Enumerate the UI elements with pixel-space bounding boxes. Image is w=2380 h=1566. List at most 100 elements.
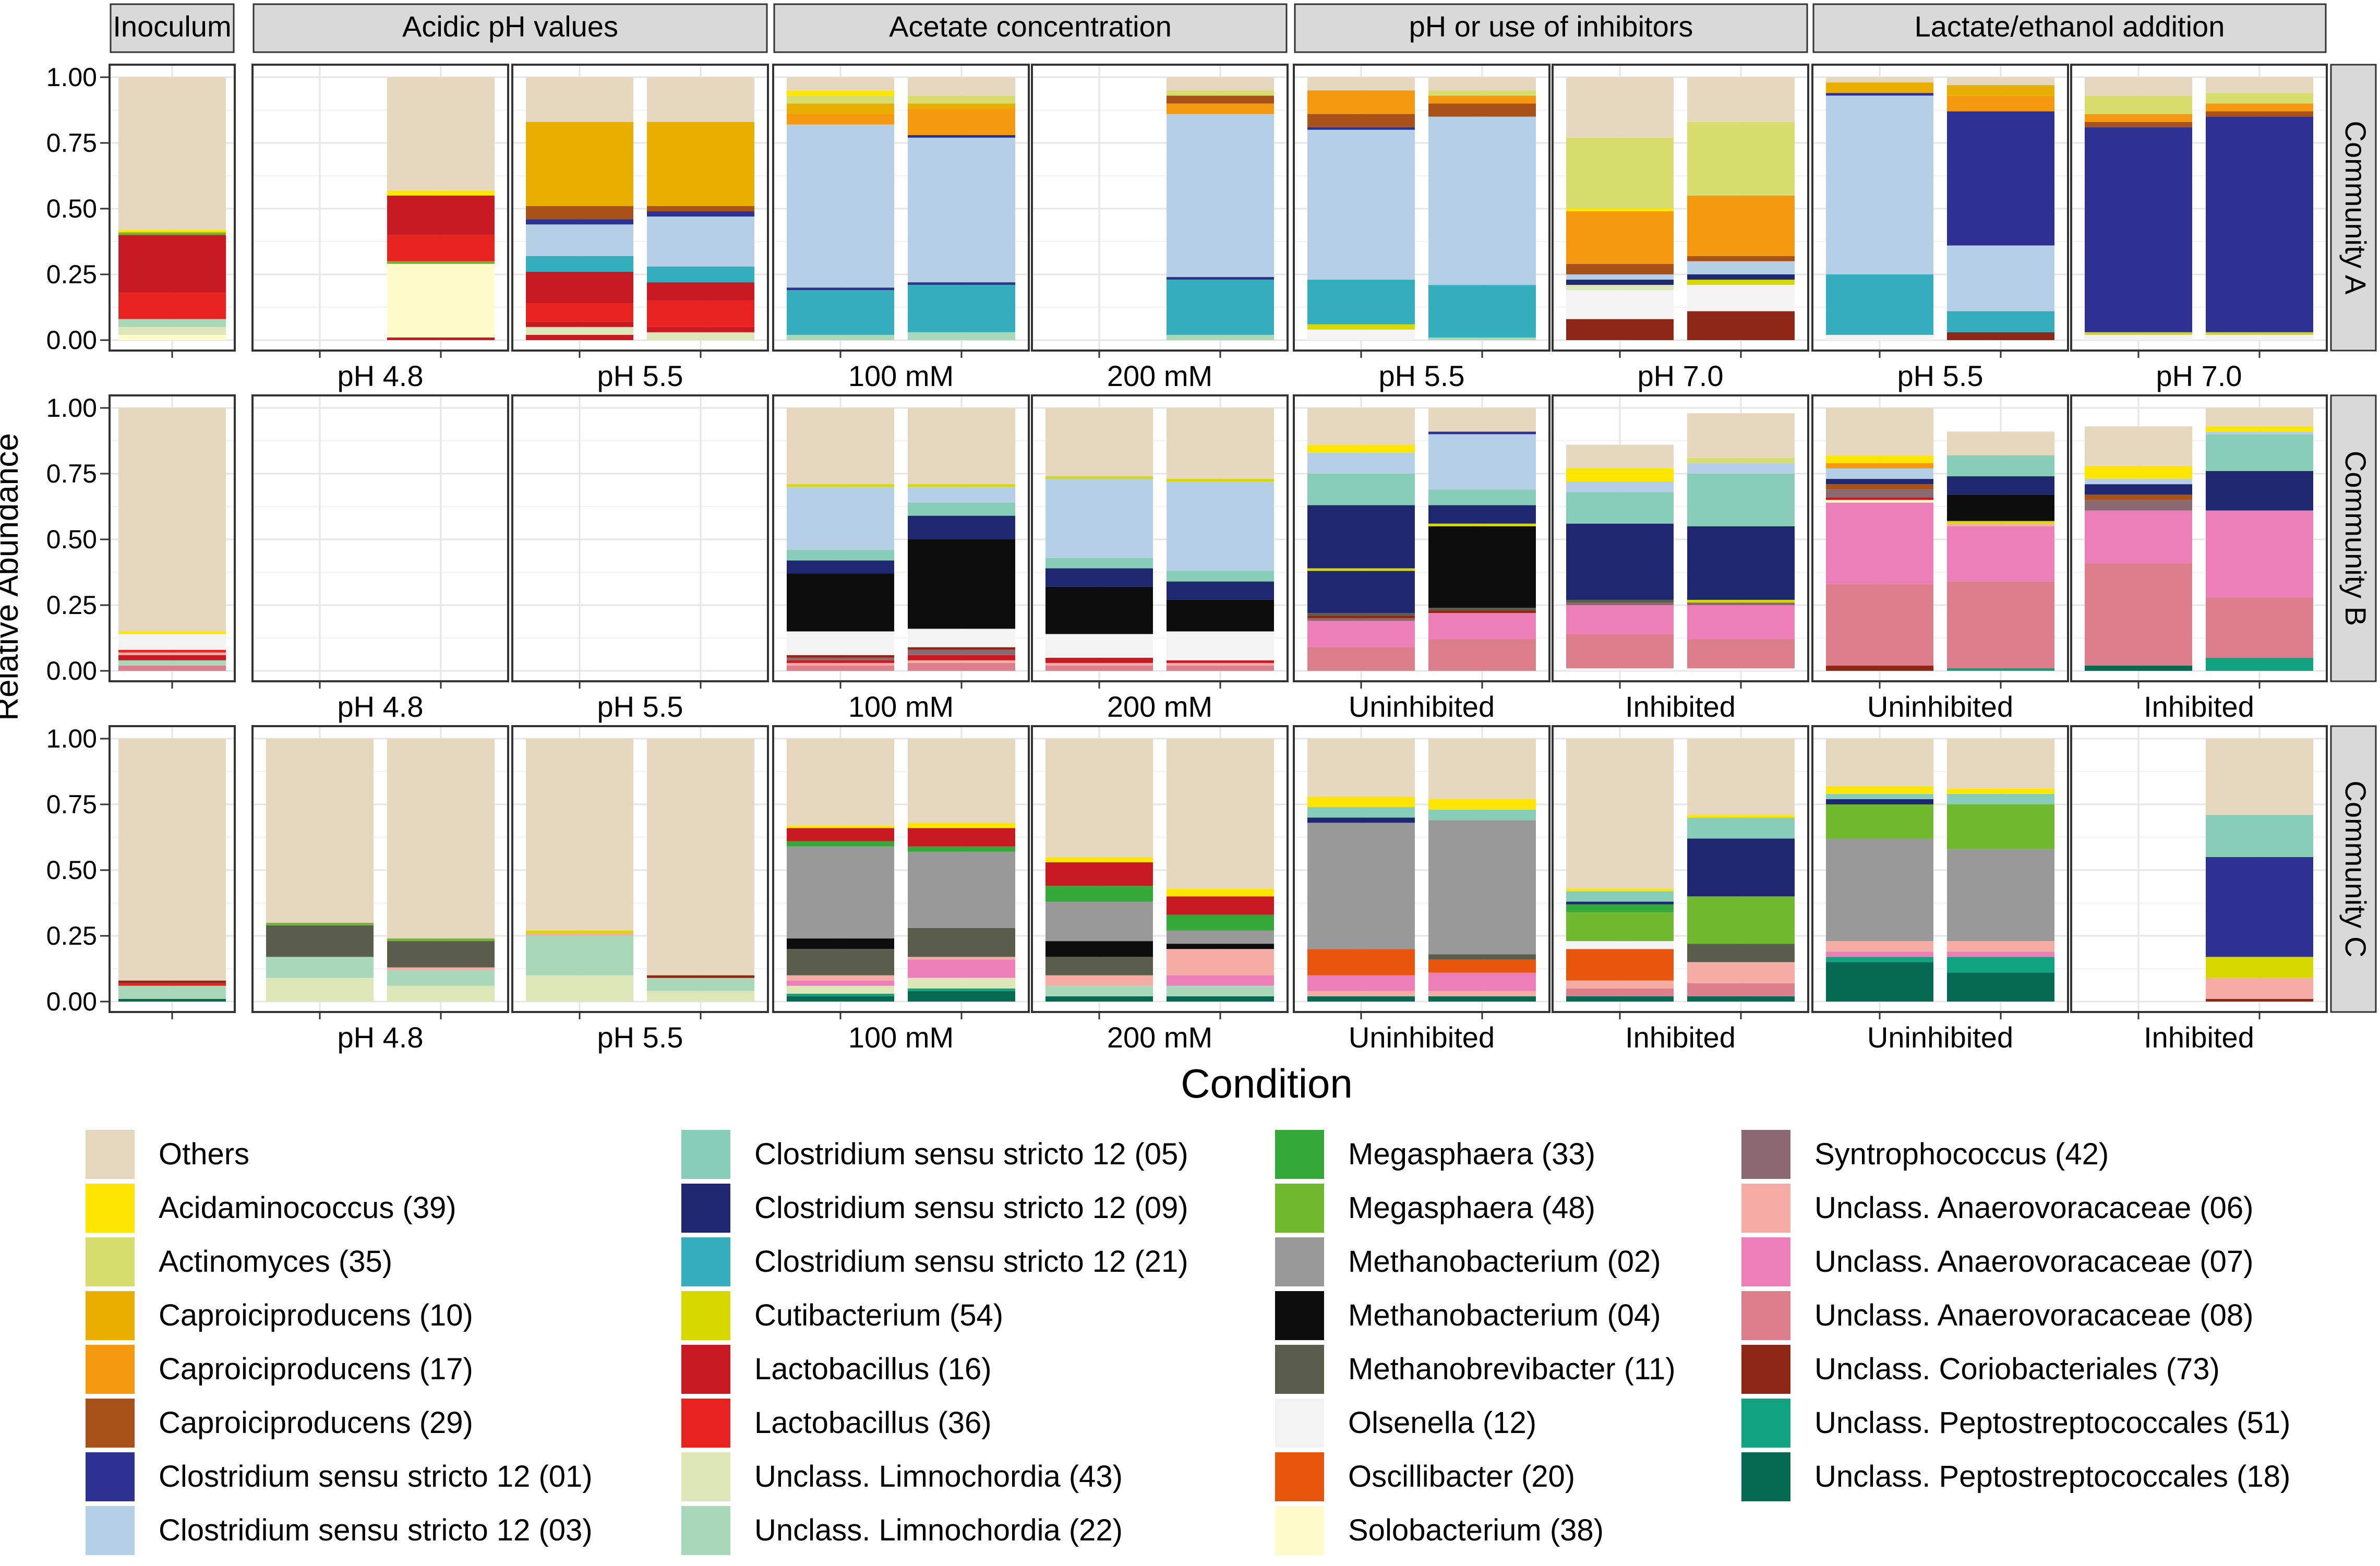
x-tick-label: Uninhibited xyxy=(1867,1021,2013,1054)
bar-segment xyxy=(787,660,894,663)
bar-segment xyxy=(1566,941,1674,949)
stacked-bar xyxy=(1428,77,1536,340)
legend-swatch xyxy=(681,1345,730,1394)
x-tick-label: pH 5.5 xyxy=(597,1021,683,1054)
bar-segment xyxy=(1307,505,1415,569)
bar-segment xyxy=(908,484,1015,487)
bar-segment xyxy=(647,77,754,122)
bar-segment xyxy=(1687,639,1795,668)
stacked-bar xyxy=(1045,739,1153,1002)
bar-segment xyxy=(908,739,1015,823)
legend-swatch xyxy=(681,1506,730,1555)
bar-segment xyxy=(1167,739,1274,889)
bar-segment xyxy=(526,206,633,220)
bar-segment xyxy=(1566,912,1674,942)
bar-segment xyxy=(118,631,226,634)
legend-swatch xyxy=(1741,1345,1790,1394)
facet-strip xyxy=(253,3,768,53)
plot-panel-border xyxy=(1552,725,1809,1013)
bar-segment xyxy=(2085,563,2192,666)
bar-segment xyxy=(2085,465,2192,479)
stacked-bar xyxy=(1687,739,1795,1002)
bar-segment xyxy=(1566,996,1674,1002)
bar-segment xyxy=(526,327,633,335)
legend-label: Cutibacterium (54) xyxy=(754,1298,1003,1332)
y-tick-label: 0.50 xyxy=(46,856,97,885)
stacked-bar xyxy=(647,77,754,340)
bar-segment xyxy=(1167,581,1274,600)
bar-segment xyxy=(1307,796,1415,808)
bar-segment xyxy=(1428,810,1536,821)
stacked-bar xyxy=(1947,739,2054,1002)
bar-segment xyxy=(1167,481,1274,571)
bar-segment xyxy=(1826,962,1933,1002)
bar-segment xyxy=(1428,434,1536,490)
facet-strips: Inoculum Acidic pH values Acetate concentr… xyxy=(110,3,2327,53)
bar-segment xyxy=(1045,657,1153,663)
bar-segment xyxy=(118,980,226,983)
bar-segment xyxy=(1826,497,1933,500)
bar-segment xyxy=(1167,631,1274,660)
bar-segment xyxy=(1947,245,2054,311)
bar-segment xyxy=(1826,463,1933,468)
bar-segment xyxy=(1307,996,1415,1002)
bar-segment xyxy=(266,922,374,925)
bar-segment xyxy=(1566,77,1674,138)
row-strip-label: Community A xyxy=(2339,121,2372,295)
bar-segment xyxy=(2085,332,2192,335)
bar-segment xyxy=(2085,77,2192,96)
legend-label: Unclass. Coriobacteriales (73) xyxy=(1814,1352,2220,1386)
bar-segment xyxy=(1428,996,1536,1002)
bar-segment xyxy=(1687,896,1795,944)
bar-segment xyxy=(1428,972,1536,991)
legend-label: Caproiciproducens (17) xyxy=(159,1352,473,1386)
bar-segment xyxy=(908,539,1015,629)
bar-segment xyxy=(1947,523,2054,526)
bar-segment xyxy=(2206,471,2313,511)
y-tick-label: 0.75 xyxy=(46,128,97,158)
bar-segment xyxy=(1947,849,2054,942)
bar-segment xyxy=(908,660,1015,663)
y-axis-labels: 1.00 0.75 0.50 0.25 0.00 1.00 0.75 0.50 0.25 0.00… xyxy=(46,63,109,1016)
bar-segment xyxy=(118,739,226,981)
bar-segment xyxy=(1307,127,1415,130)
bar-segment xyxy=(787,77,894,91)
bar-segment xyxy=(1687,602,1795,605)
bar-segment xyxy=(1947,951,2054,957)
bar-segment xyxy=(2085,510,2192,563)
bar-segment xyxy=(1687,983,1795,996)
bar-segment xyxy=(1566,263,1674,274)
bar-segment xyxy=(1687,195,1795,256)
bar-segment xyxy=(1826,500,1933,503)
bar-segment xyxy=(2206,431,2313,435)
bar-segment xyxy=(1826,95,1933,274)
legend-swatch xyxy=(1741,1237,1790,1286)
bar-segment xyxy=(1826,484,1933,490)
bar-segment xyxy=(1566,988,1674,996)
bar-segment xyxy=(1826,489,1933,498)
bar-segment xyxy=(1687,599,1795,603)
bar-segment xyxy=(647,122,754,206)
bar-segment xyxy=(2085,479,2192,485)
bar-segment xyxy=(787,938,894,949)
bar-segment xyxy=(1307,568,1415,571)
stacked-bar xyxy=(1307,739,1415,1002)
bar-segment xyxy=(787,980,894,986)
bar-segment xyxy=(1687,962,1795,983)
bar-segment xyxy=(1947,77,2054,86)
bar-segment xyxy=(1566,280,1674,285)
bar-segment xyxy=(1428,820,1536,955)
bar-segment xyxy=(1947,521,2054,524)
plot-panel-border xyxy=(772,64,1030,352)
bar-segment xyxy=(1307,991,1415,996)
bar-segment xyxy=(1566,888,1674,892)
stacked-bar xyxy=(787,739,894,1002)
bar-segment xyxy=(647,206,754,212)
bar-segment xyxy=(1566,605,1674,634)
bar-segment xyxy=(1428,505,1536,524)
stacked-bar xyxy=(1045,408,1153,671)
bar-segment xyxy=(1947,581,2054,668)
bar-segment xyxy=(1045,957,1153,975)
stacked-bar xyxy=(1947,77,2054,340)
x-tick-label: Inhibited xyxy=(1625,690,1736,723)
